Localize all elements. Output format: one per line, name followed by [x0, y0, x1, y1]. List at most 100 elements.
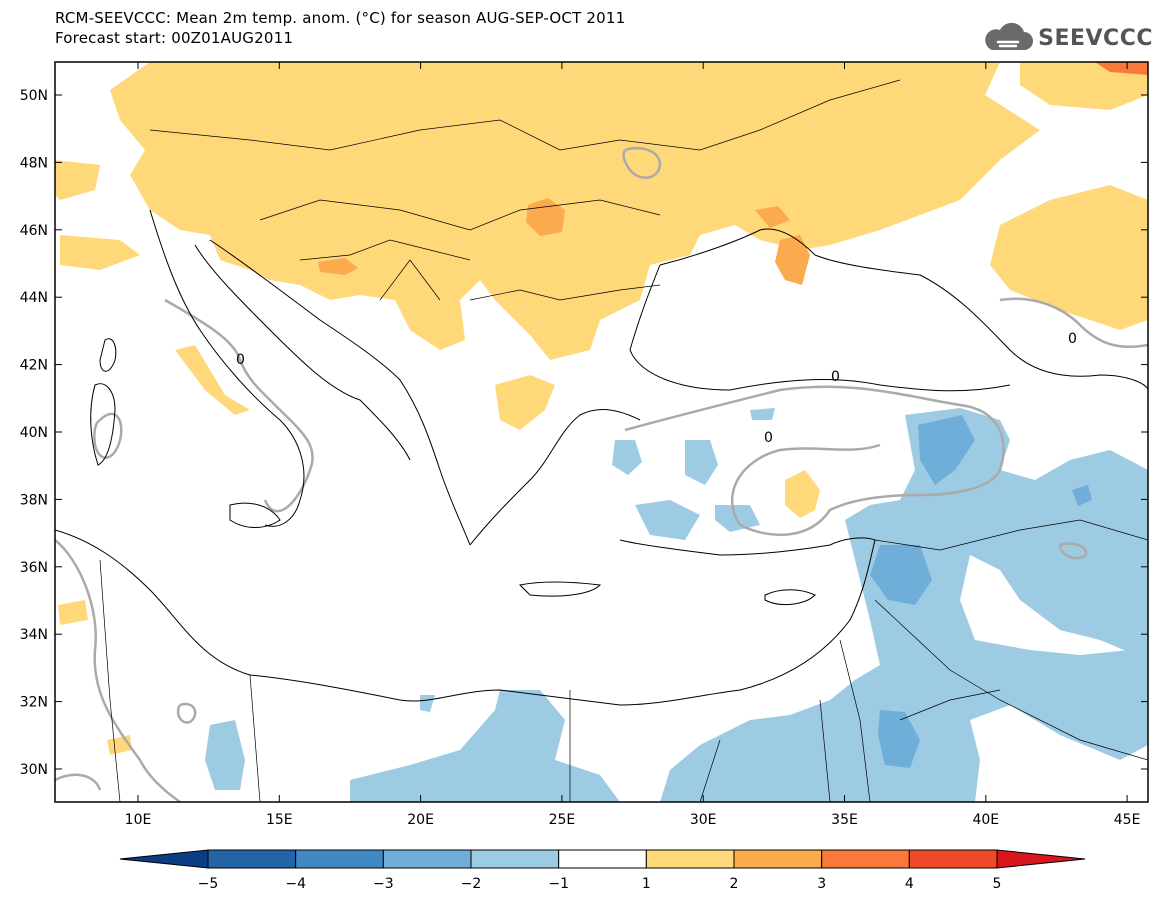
map-title: RCM-SEEVCCC: Mean 2m temp. anom. (°C) fo…	[55, 8, 625, 48]
lat-tick-label: 50N	[20, 88, 48, 104]
colorbar-segment	[821, 849, 910, 869]
cloud-icon	[985, 22, 1034, 50]
cold-anomaly-core-4	[1072, 485, 1092, 506]
lat-tick-label: 34N	[20, 627, 48, 643]
cold-anomaly-region-anatolia-5	[750, 408, 775, 420]
lon-tick-label: 10E	[125, 812, 152, 828]
contour-label-italy: 0	[236, 352, 245, 368]
lat-tick-label: 32N	[20, 695, 48, 711]
lat-tick-label: 40N	[20, 425, 48, 441]
coastline-italy	[149, 209, 411, 527]
colorbar-label: −2	[461, 876, 482, 892]
logo-text: SEEVCCC	[1038, 25, 1153, 51]
colorbar-max-arrow	[996, 849, 1086, 869]
contour-label-east: 0	[1068, 331, 1077, 347]
colorbar-label: 2	[730, 876, 739, 892]
lat-tick-label: 46N	[20, 223, 48, 239]
zero-contour-libya	[176, 702, 197, 724]
lon-tick-label: 35E	[831, 812, 858, 828]
colorbar-segment	[470, 849, 560, 869]
zero-contour-west	[55, 539, 181, 802]
zero-contour-italy	[164, 298, 314, 513]
zero-contour-east-2	[1058, 542, 1088, 560]
colorbar-label: −1	[548, 876, 569, 892]
border-lines-europe	[149, 79, 901, 301]
cold-anomaly-region-east	[660, 408, 1148, 802]
colorbar: −5 −4 −3 −2 −1 1 2 3 4 5	[119, 849, 1086, 892]
lat-tick-label: 30N	[20, 762, 48, 778]
colorbar-label: 1	[642, 876, 651, 892]
cold-anomaly-region-anatolia-3	[635, 500, 700, 540]
contour-label-anatolia: 0	[831, 369, 840, 385]
warm-anomaly-core-5	[1095, 62, 1148, 75]
lon-tick-label: 45E	[1114, 812, 1141, 828]
lon-tick-label: 15E	[266, 812, 293, 828]
cold-anomaly-region-small	[420, 695, 435, 712]
zero-contour-east	[999, 297, 1148, 349]
coastline-cyprus	[764, 589, 816, 606]
colorbar-segment	[733, 849, 823, 869]
warm-anomaly-core-1	[526, 198, 565, 236]
cold-anomaly-region-libya	[350, 690, 620, 802]
coastline-sardinia	[90, 383, 116, 466]
country-borders	[99, 79, 1148, 802]
cold-anomaly-core-3	[878, 710, 920, 768]
colorbar-segment	[645, 849, 735, 869]
border-lines-middle-east	[569, 519, 1148, 802]
contour-label-anatolia-2: 0	[764, 430, 773, 446]
colorbar-label: −4	[285, 876, 306, 892]
cold-anomaly-core-1	[918, 415, 975, 485]
warm-anomaly-core-4	[755, 206, 790, 228]
coastline-crete	[518, 581, 602, 597]
lat-axis: 30N 32N 34N 36N 38N 40N 42N 44N 46N 48N 50N	[20, 88, 1148, 778]
coastline-black-sea	[629, 228, 1148, 392]
colorbar-segment	[908, 849, 998, 869]
title-line-2: Forecast start: 00Z01AUG2011	[55, 29, 294, 47]
warm-anomaly-core-3	[775, 235, 810, 285]
border-lines-africa	[99, 559, 261, 802]
lon-tick-label: 25E	[549, 812, 576, 828]
lat-tick-label: 42N	[20, 358, 48, 374]
colorbar-label: 5	[993, 876, 1002, 892]
coastline-sicily	[229, 502, 281, 528]
warm-anomaly-region-w2	[60, 235, 140, 270]
warm-anomaly-region-italy	[175, 345, 250, 415]
warm-anomaly-region-w	[55, 160, 100, 200]
cold-anomaly-core-2	[870, 545, 932, 605]
cold-anomaly-region-tunisia	[205, 720, 245, 790]
warm-anomaly-region-europe	[110, 62, 1040, 360]
lat-tick-label: 36N	[20, 560, 48, 576]
coastline-aegean	[469, 409, 641, 546]
warm-anomaly-region-libya-w	[58, 600, 88, 625]
warm-anomaly-region-ne	[1020, 62, 1148, 110]
warm-anomaly-region-e	[990, 185, 1148, 330]
coastline-corsica	[99, 338, 117, 372]
coastlines	[55, 209, 1148, 706]
lat-tick-label: 38N	[20, 492, 48, 508]
colorbar-min-arrow	[119, 849, 209, 869]
seevccc-logo: SEEVCCC	[982, 22, 1153, 54]
zero-contour-libya-2	[55, 773, 102, 791]
colorbar-label: −5	[198, 876, 219, 892]
zero-contour-anatolia	[624, 385, 1005, 536]
coastline-mediterranean	[55, 529, 876, 706]
coastline-adriatic	[209, 239, 471, 546]
lon-tick-label: 20E	[407, 812, 434, 828]
warm-anomaly-core-2	[318, 258, 358, 275]
zero-contour-carpathian	[622, 146, 662, 179]
colorbar-label: −3	[373, 876, 394, 892]
lon-tick-label: 40E	[972, 812, 999, 828]
lat-tick-label: 48N	[20, 155, 48, 171]
colorbar-segment	[295, 849, 384, 869]
lon-axis: 10E 15E 20E 25E 30E 35E 40E 45E	[125, 62, 1141, 828]
lat-tick-label: 44N	[20, 290, 48, 306]
warm-anomaly-region-anatolia	[785, 470, 820, 518]
colorbar-segment	[382, 849, 472, 869]
cold-anomaly-region-anatolia-1	[612, 440, 642, 475]
title-line-1: RCM-SEEVCCC: Mean 2m temp. anom. (°C) fo…	[55, 9, 626, 27]
warm-anomaly-region-aegean	[495, 375, 555, 430]
colorbar-label: 3	[817, 876, 826, 892]
colorbar-segment	[558, 849, 647, 869]
cold-anomaly-region-anatolia-2	[685, 440, 718, 485]
